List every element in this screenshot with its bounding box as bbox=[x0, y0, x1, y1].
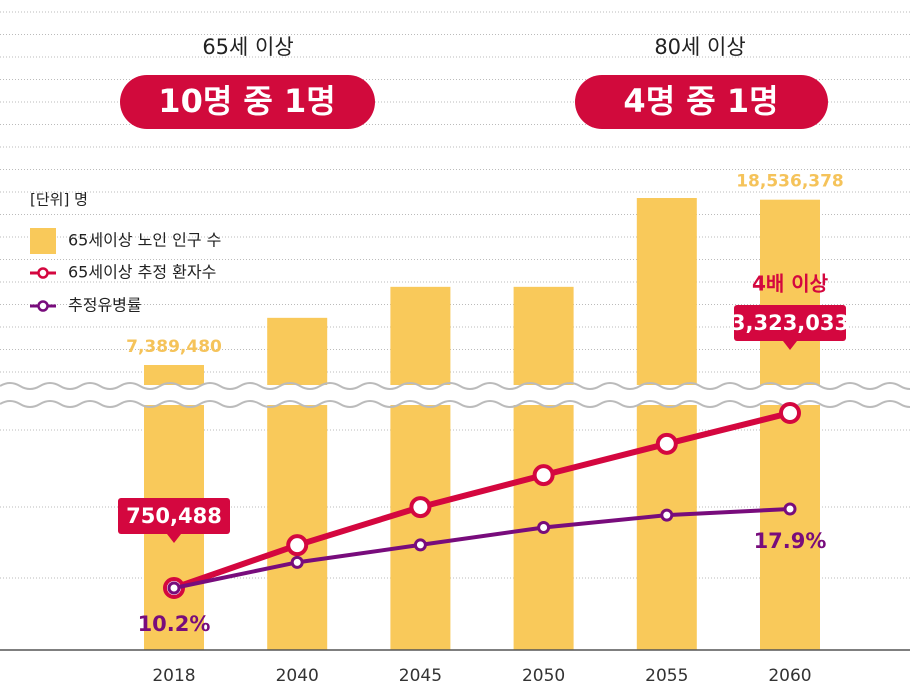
line bbox=[173, 507, 791, 590]
point bbox=[290, 555, 304, 569]
x-tick-label: 2018 bbox=[152, 666, 195, 686]
bar bbox=[267, 317, 328, 650]
callout bbox=[734, 305, 846, 341]
x-tick-label: 2050 bbox=[522, 666, 565, 686]
value-label: 18,536,378 bbox=[736, 172, 844, 192]
legend-label: 65세이상 추정 환자수 bbox=[68, 263, 216, 282]
x-tick-label: 2040 bbox=[276, 666, 319, 686]
unit-label: [단위] 명 bbox=[30, 191, 88, 209]
point bbox=[286, 534, 309, 557]
value-label: 750,488 bbox=[126, 504, 222, 528]
point bbox=[532, 464, 555, 487]
value-label: 10.2% bbox=[138, 612, 211, 636]
point bbox=[537, 520, 551, 534]
callout bbox=[118, 498, 230, 534]
bar bbox=[390, 286, 451, 650]
value-label: 3,323,033 bbox=[731, 311, 849, 335]
x-tick-label: 2055 bbox=[645, 666, 688, 686]
pill bbox=[575, 75, 828, 129]
pill bbox=[120, 75, 375, 129]
point bbox=[655, 432, 678, 455]
legend-label: 65세이상 노인 인구 수 bbox=[68, 231, 221, 250]
x-tick-label: 2045 bbox=[399, 666, 442, 686]
legend-swatch bbox=[37, 300, 49, 312]
x-tick-label: 2060 bbox=[768, 666, 811, 686]
caption: 80세 이상 bbox=[654, 35, 745, 59]
value-label: 17.9% bbox=[754, 529, 827, 553]
point bbox=[413, 538, 427, 552]
point bbox=[660, 508, 674, 522]
callout-pointer bbox=[167, 534, 181, 543]
point bbox=[779, 402, 801, 424]
legend-label: 추정유병률 bbox=[68, 296, 142, 315]
legend-swatch bbox=[30, 228, 56, 254]
headline: 4명 중 1명 bbox=[623, 82, 778, 120]
bar bbox=[760, 199, 820, 651]
point bbox=[783, 502, 797, 516]
break-line bbox=[0, 382, 910, 390]
point bbox=[167, 581, 181, 595]
bar bbox=[636, 198, 697, 650]
legend-swatch bbox=[37, 267, 49, 279]
callout-pointer bbox=[783, 341, 797, 350]
headline: 10명 중 1명 bbox=[158, 82, 335, 120]
line bbox=[173, 410, 791, 591]
value-label: 7,389,480 bbox=[126, 337, 222, 357]
axis-break bbox=[0, 385, 910, 405]
caption: 65세 이상 bbox=[202, 35, 293, 59]
break-line bbox=[0, 400, 910, 408]
point bbox=[409, 496, 432, 519]
annotation: 4배 이상 bbox=[752, 272, 829, 296]
